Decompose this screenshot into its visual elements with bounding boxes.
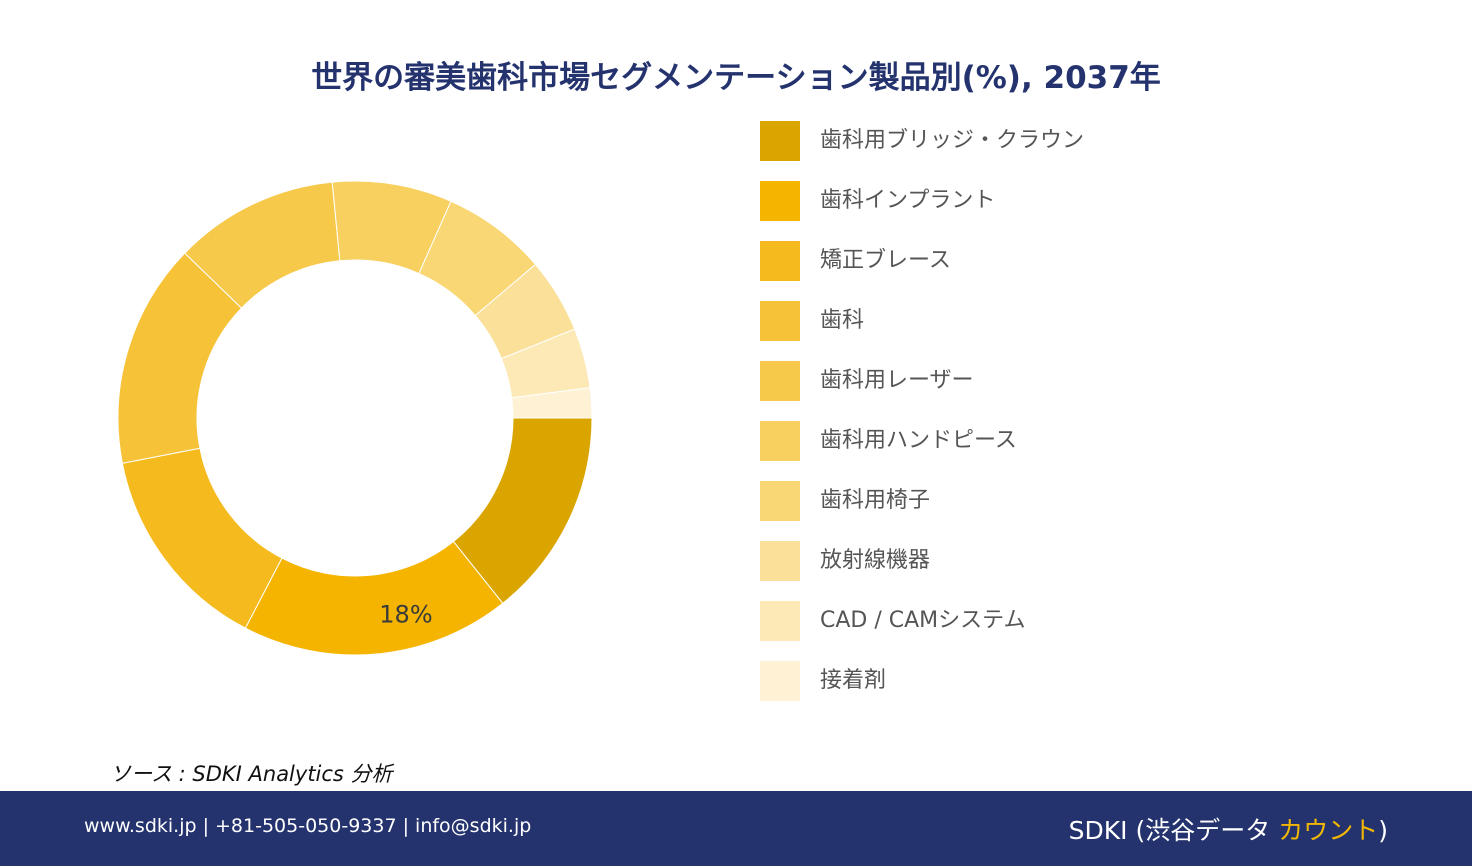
legend-item: 歯科用ハンドピース <box>760 421 1084 481</box>
legend-label: 矯正ブレース <box>820 248 951 273</box>
chart-title: 世界の審美歯科市場セグメンテーション製品別(%), 2037年 <box>311 60 1161 96</box>
legend-item: 接着剤 <box>760 661 1084 721</box>
legend-label: 歯科用ブリッジ・クラウン <box>820 128 1085 153</box>
legend-swatch <box>760 241 800 281</box>
legend-swatch <box>760 421 800 461</box>
legend-swatch <box>760 181 800 221</box>
donut-slice-10 <box>511 387 593 419</box>
footer-brand: SDKI (渋谷データ カウント) <box>1069 811 1388 847</box>
legend-item: 歯科 <box>760 301 1084 361</box>
footer-contact: www.sdki.jp | +81-505-050-9337 | info@sd… <box>84 815 532 837</box>
donut-slice-3 <box>121 447 283 629</box>
legend-swatch <box>760 481 800 521</box>
legend-item: 矯正ブレース <box>760 241 1084 301</box>
legend-swatch <box>760 121 800 161</box>
legend-swatch <box>760 301 800 341</box>
legend-item: 放射線機器 <box>760 541 1084 601</box>
donut-slice-2 <box>244 540 504 656</box>
legend-label: 歯科インプラント <box>820 188 996 213</box>
legend-swatch <box>760 661 800 701</box>
legend-label: 接着剤 <box>820 668 887 693</box>
legend-label: 歯科用ハンドピース <box>820 428 1017 453</box>
footer-bar: www.sdki.jp | +81-505-050-9337 | info@sd… <box>0 791 1472 866</box>
legend-item: 歯科用レーザー <box>760 361 1084 421</box>
brand-suffix: ) <box>1378 816 1388 845</box>
legend-label: 歯科用椅子 <box>820 488 931 513</box>
legend-item: 歯科用ブリッジ・クラウン <box>760 121 1084 181</box>
legend-label: 放射線機器 <box>820 548 931 573</box>
legend: 歯科用ブリッジ・クラウン 歯科インプラント 矯正ブレース 歯科歯科用レーザー歯科用ハン… <box>760 121 1084 721</box>
legend-item: 歯科用椅子 <box>760 481 1084 541</box>
legend-swatch <box>760 601 800 641</box>
legend-label: 歯科 <box>820 308 865 333</box>
legend-item: 歯科インプラント <box>760 181 1084 241</box>
source-note: ソース : SDKI Analytics 分析 <box>110 762 393 786</box>
brand-accent: カウント <box>1278 816 1379 845</box>
legend-label: CAD / CAMシステム <box>820 608 1026 633</box>
donut-chart: 18% <box>117 180 593 656</box>
brand-prefix: SDKI (渋谷データ <box>1068 816 1279 845</box>
slice-data-label: 18% <box>379 601 432 629</box>
legend-swatch <box>760 541 800 581</box>
legend-swatch <box>760 361 800 401</box>
legend-label: 歯科用レーザー <box>820 368 974 393</box>
legend-item: CAD / CAMシステム <box>760 601 1084 661</box>
